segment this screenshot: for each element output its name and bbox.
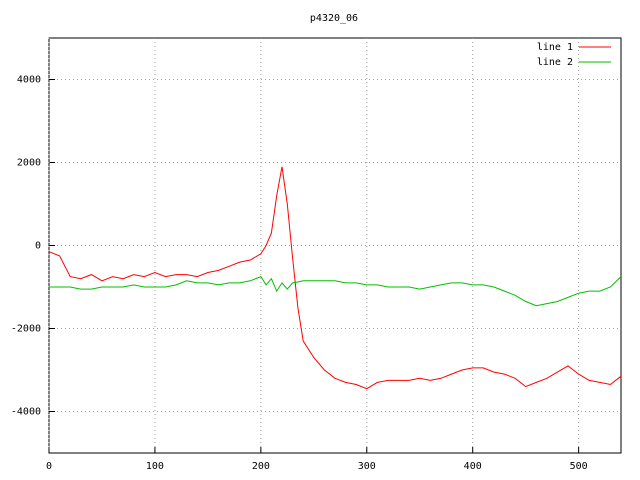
x-tick-label: 200	[252, 461, 270, 472]
x-tick-label: 0	[46, 461, 52, 472]
legend-label: line 1	[537, 42, 573, 53]
data-line	[49, 275, 622, 307]
y-tick-label: 2000	[17, 158, 41, 169]
y-tick-label: 4000	[17, 75, 41, 86]
chart-title: p4320_06	[310, 13, 358, 24]
plot-frame	[48, 37, 622, 454]
x-tick-label: 100	[146, 461, 164, 472]
x-tick-label: 300	[358, 461, 376, 472]
data-line	[48, 166, 622, 390]
legend-label: line 2	[537, 57, 573, 68]
x-tick-label: 400	[464, 461, 482, 472]
y-tick-label: 0	[35, 241, 41, 252]
y-tick-label: -2000	[11, 324, 41, 335]
x-tick-label: 500	[570, 461, 588, 472]
y-tick-label: -4000	[11, 407, 41, 418]
